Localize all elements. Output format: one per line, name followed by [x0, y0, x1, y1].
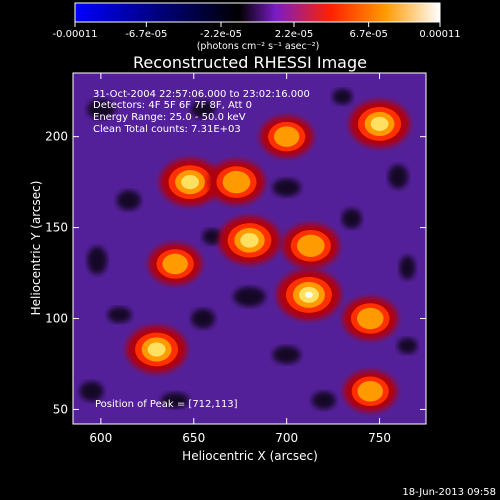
colorbar-tick-label: -2.2e-05 — [200, 29, 242, 40]
colorbar-unit-label: (photons cm⁻² s⁻¹ asec⁻²) — [197, 41, 320, 52]
low-emission-region — [272, 178, 301, 197]
low-emission-region — [399, 255, 416, 280]
annotation-detectors: Detectors: 4F 5F 6F 7F 8F, Att 0 — [93, 100, 252, 111]
heatmap-area — [73, 73, 426, 424]
emission-source — [342, 297, 398, 340]
y-tick-label: 50 — [53, 402, 68, 416]
emission-source — [218, 216, 281, 265]
low-emission-region — [388, 164, 409, 189]
emission-source — [260, 116, 314, 158]
emission-source — [159, 158, 221, 206]
y-tick-label: 150 — [45, 221, 68, 235]
emission-source — [208, 160, 265, 205]
emission-source — [276, 269, 341, 320]
low-emission-regions — [79, 88, 418, 410]
emission-source — [349, 100, 410, 148]
low-emission-region — [332, 88, 353, 105]
colorbar-scale — [74, 2, 441, 23]
low-emission-region — [272, 345, 301, 364]
x-tick-label: 600 — [89, 431, 112, 445]
colorbar-tick-label: 2.2e-05 — [275, 29, 313, 40]
y-tick-label: 100 — [45, 312, 68, 326]
emission-sources — [126, 100, 410, 412]
x-tick-label: 750 — [368, 431, 391, 445]
annotation-counts: Clean Total counts: 7.31E+03 — [93, 124, 241, 135]
y-axis-ticks: 50 100 150 200 — [45, 130, 426, 416]
low-emission-region — [191, 100, 216, 119]
low-emission-region — [311, 391, 336, 410]
y-tick-label: 200 — [45, 130, 68, 144]
low-emission-region — [202, 228, 223, 245]
emission-source — [148, 243, 202, 285]
x-tick-label: 650 — [182, 431, 205, 445]
chart-title: Reconstructed RHESSI Image — [133, 53, 367, 72]
annotation-time-range: 31-Oct-2004 22:57:06.000 to 23:02:16.000 — [93, 89, 310, 100]
low-emission-region — [341, 208, 362, 229]
peak-position-label: Position of Peak = [712,113] — [95, 399, 238, 410]
emission-source — [343, 370, 397, 412]
annotation-energy-range: Energy Range: 25.0 - 50.0 keV — [93, 112, 246, 123]
y-axis-label: Heliocentric Y (arcsec) — [29, 181, 43, 316]
x-axis-ticks: 600 650 700 750 — [89, 73, 391, 445]
colorbar: -0.00011 -6.7e-05 -2.2e-05 2.2e-05 6.7e-05 0.… — [53, 2, 461, 52]
colorbar-tick-label: -0.00011 — [53, 29, 98, 40]
colorbar-tick-label: -6.7e-05 — [125, 29, 167, 40]
footer-date: 18-Jun-2013 09:58 — [402, 487, 496, 498]
plot-frame — [72, 72, 427, 425]
low-emission-region — [107, 306, 132, 323]
low-emission-region — [233, 286, 266, 307]
low-emission-region — [86, 99, 115, 120]
colorbar-tick-label: 6.7e-05 — [349, 29, 387, 40]
emission-source — [282, 223, 340, 268]
low-emission-region — [79, 381, 104, 402]
observation-annotations: 31-Oct-2004 22:57:06.000 to 23:02:16.000… — [93, 89, 310, 410]
colorbar-ticks: -0.00011 -6.7e-05 -2.2e-05 2.2e-05 6.7e-05 0.… — [53, 22, 461, 40]
x-tick-label: 700 — [275, 431, 298, 445]
colorbar-tick-label: 0.00011 — [419, 29, 460, 40]
x-axis-label: Heliocentric X (arcsec) — [182, 449, 318, 463]
low-emission-region — [191, 308, 216, 329]
emission-source — [126, 325, 187, 373]
low-emission-region — [116, 190, 141, 211]
low-emission-region — [397, 337, 418, 354]
low-emission-region — [161, 392, 190, 409]
low-emission-region — [87, 246, 108, 275]
